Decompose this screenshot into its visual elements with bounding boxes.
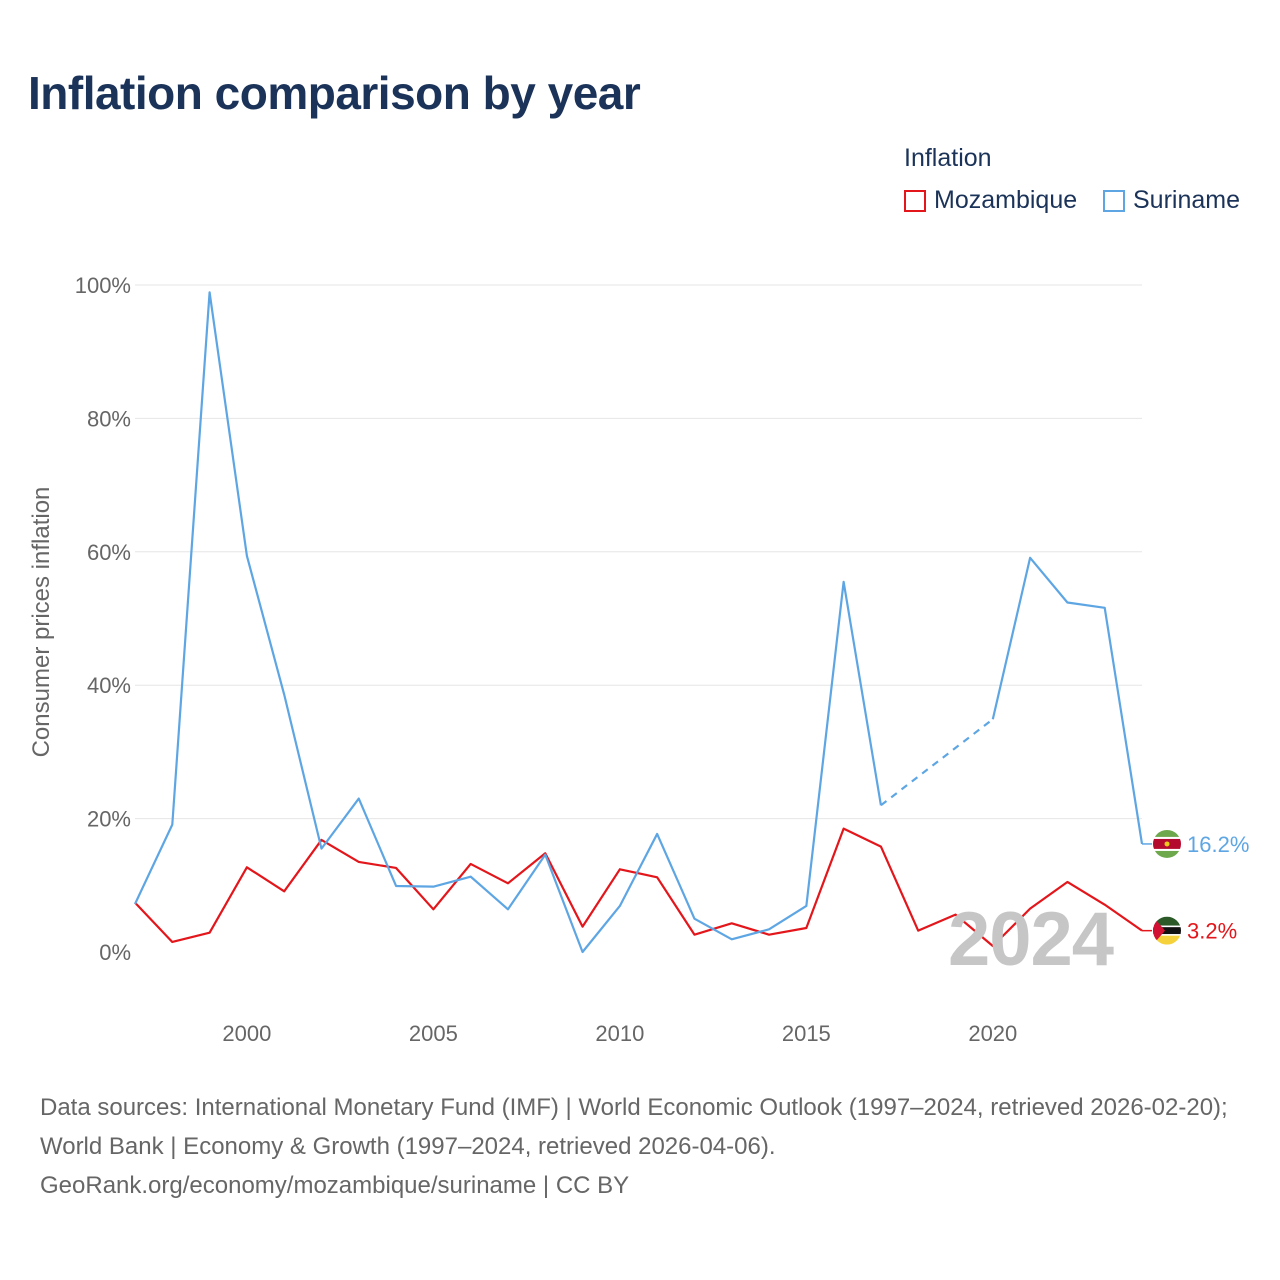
legend-swatch-suriname [1103, 189, 1125, 212]
end-label-mozambique: 3.2% [1187, 919, 1237, 944]
y-tick-label: 100% [75, 273, 131, 298]
y-tick-label: 0% [99, 940, 131, 965]
legend-label-mozambique: Mozambique [934, 186, 1078, 214]
x-tick-label: 2015 [782, 1021, 831, 1046]
series-line-mozambique [134, 827, 1143, 948]
end-label-suriname: 16.2% [1187, 832, 1249, 857]
x-tick-label: 2005 [409, 1021, 458, 1046]
legend-swatch-mozambique [904, 189, 926, 212]
flag-icon-suriname [1153, 829, 1181, 858]
x-tick-label: 2000 [222, 1021, 271, 1046]
legend-label-suriname: Suriname [1133, 186, 1240, 214]
legend-item-suriname[interactable]: Suriname [1103, 186, 1240, 215]
x-tick-label: 2010 [595, 1021, 644, 1046]
x-tick-label: 2020 [968, 1021, 1017, 1046]
legend-item-mozambique[interactable]: Mozambique [904, 186, 1077, 215]
year-watermark: 2024 [948, 897, 1114, 982]
footer-attribution: GeoRank.org/economy/mozambique/suriname … [40, 1172, 630, 1199]
y-tick-label: 80% [87, 406, 131, 431]
footer-sources: Data sources: International Monetary Fun… [40, 1088, 1250, 1205]
y-tick-label: 40% [87, 673, 131, 698]
y-tick-label: 20% [87, 807, 131, 832]
legend-title: Inflation [904, 144, 992, 172]
flag-icon-mozambique [1153, 916, 1181, 945]
footer-data-sources: Data sources: International Monetary Fun… [40, 1094, 1228, 1160]
series-line-suriname [134, 291, 1144, 954]
series-gap-suriname [880, 718, 994, 807]
y-tick-label: 60% [87, 540, 131, 565]
chart-title: Inflation comparison by year [28, 67, 641, 119]
